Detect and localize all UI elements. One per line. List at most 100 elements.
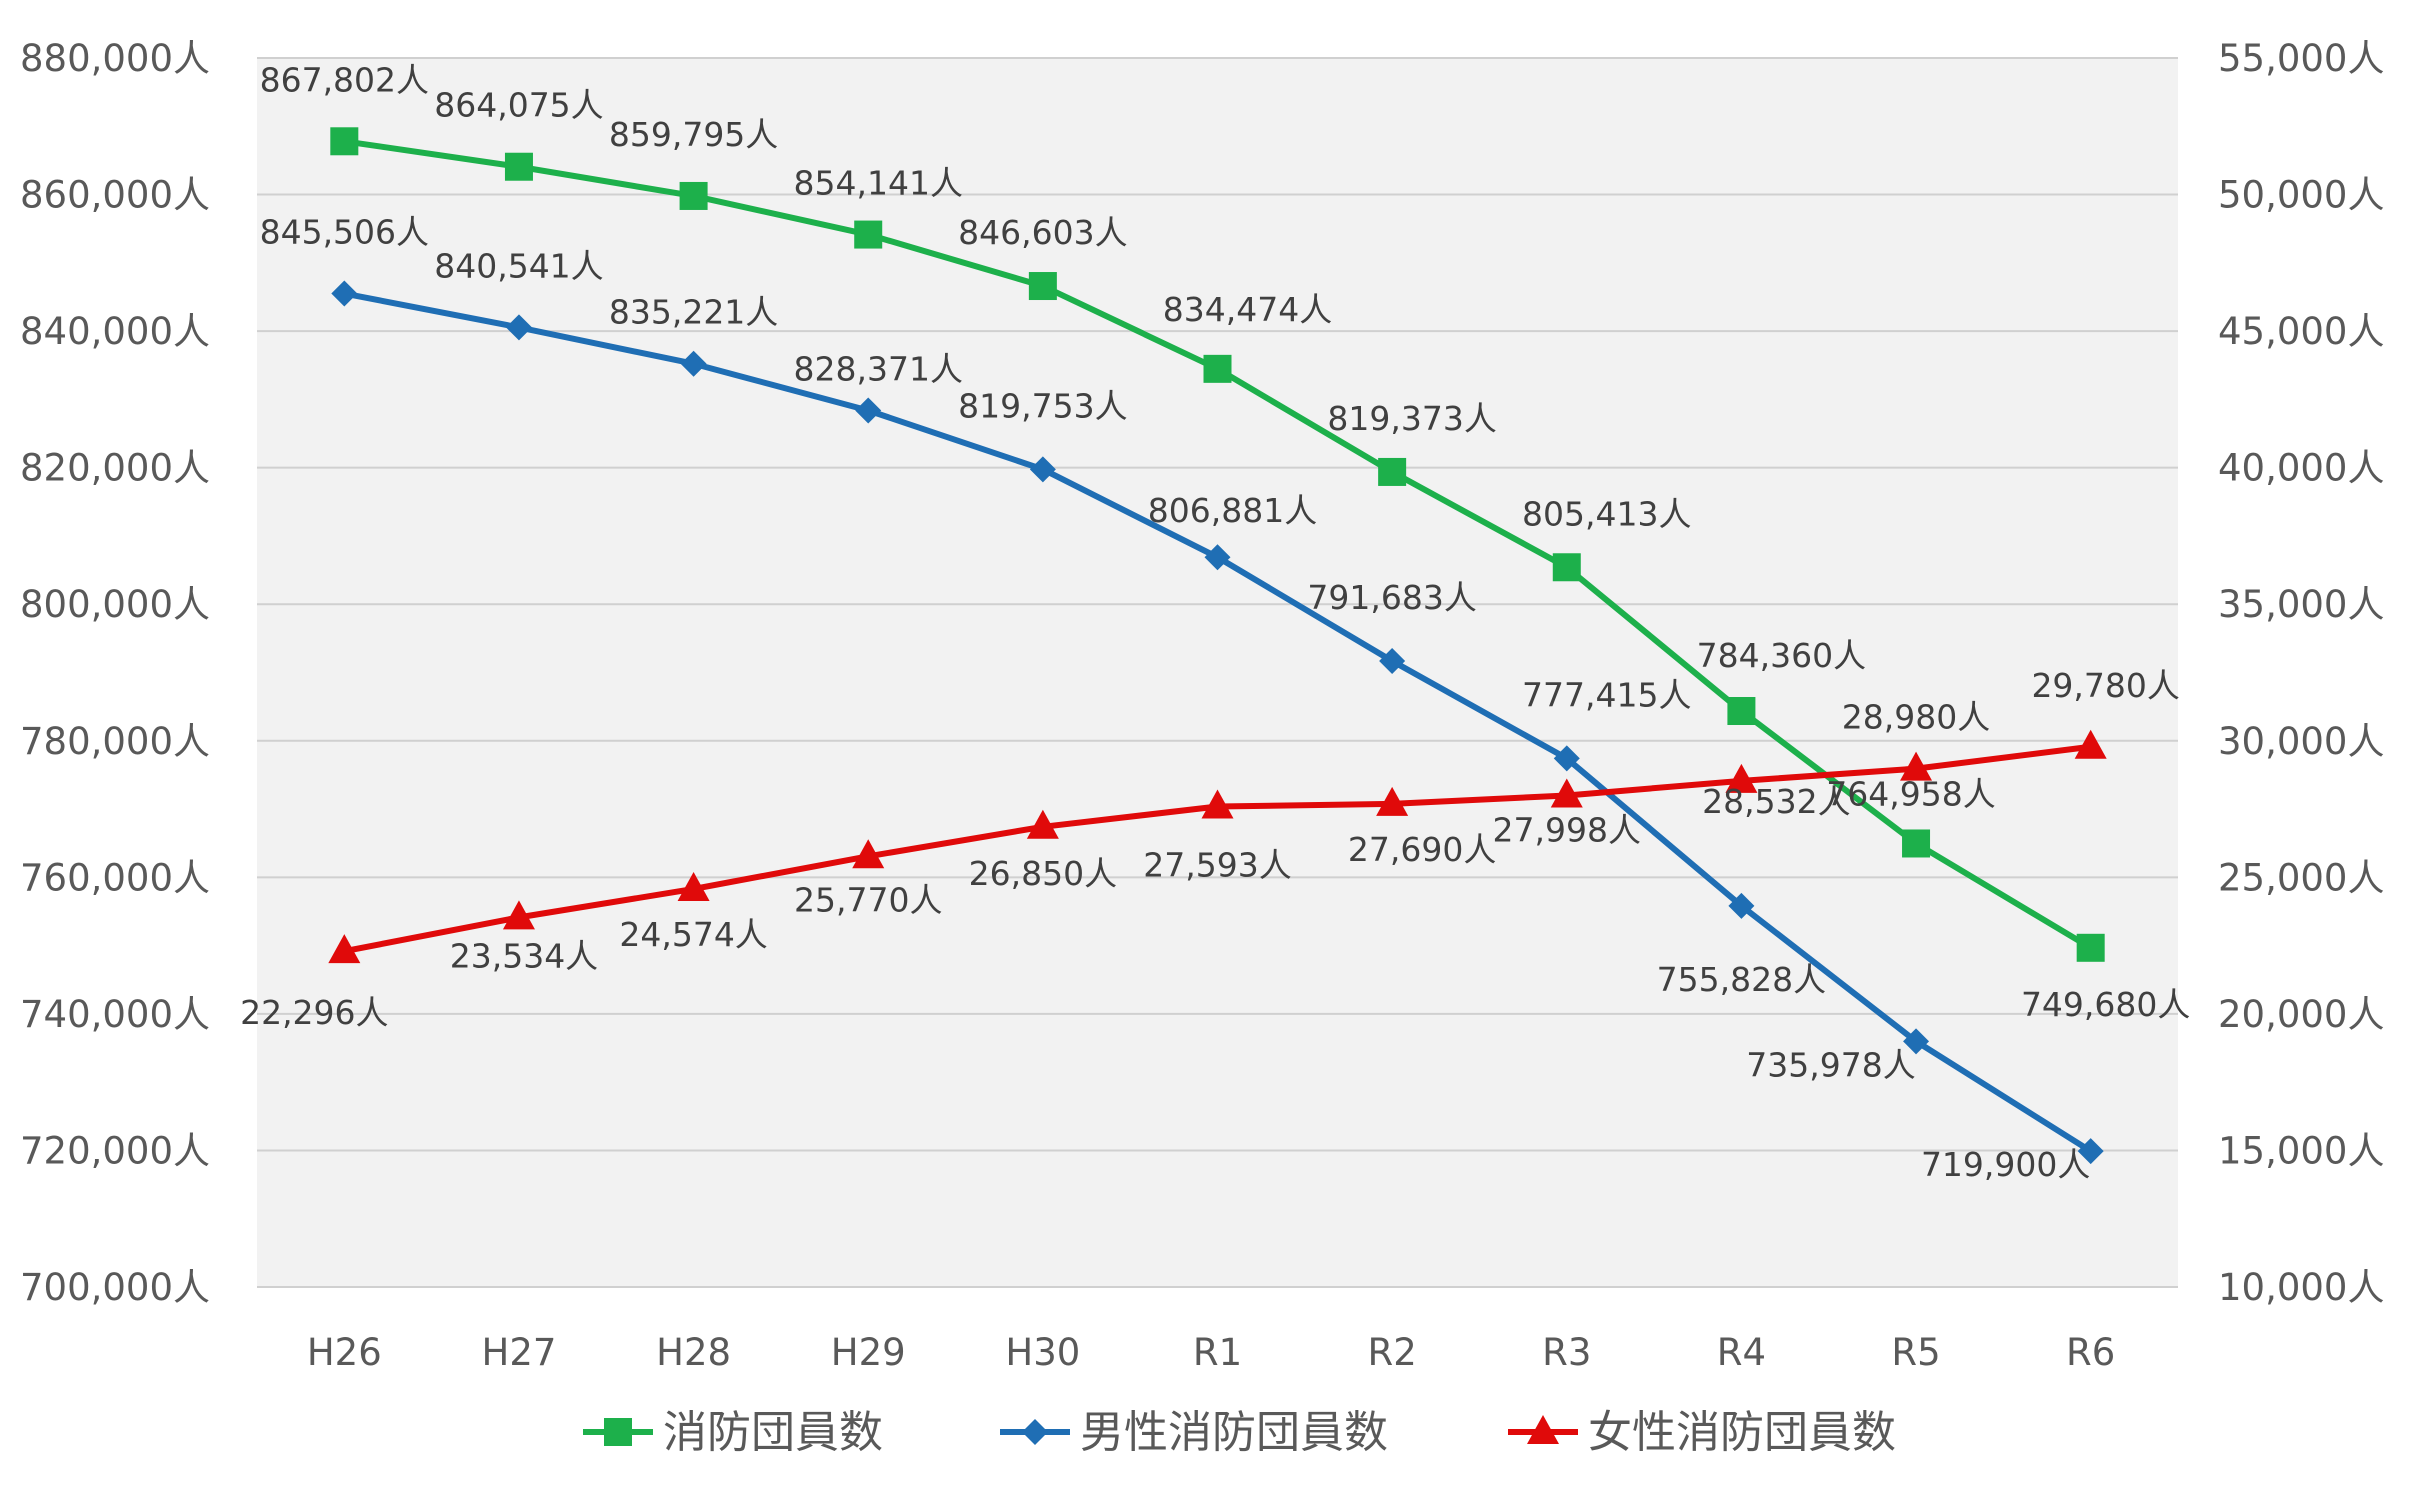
- data-point-female: [328, 934, 361, 964]
- data-label-male: 835,221人: [609, 293, 778, 332]
- x-tick-label: R4: [1717, 1331, 1766, 1374]
- data-point-total: [1378, 457, 1407, 486]
- data-label-female: 27,998人: [1493, 810, 1641, 849]
- x-tick-label: R2: [1368, 1331, 1417, 1374]
- y-left-tick-label: 720,000人: [20, 1129, 210, 1172]
- data-point-female: [502, 900, 535, 930]
- data-label-female: 27,690人: [1348, 830, 1496, 869]
- data-label-total: 819,373人: [1327, 399, 1496, 438]
- legend-label-female: 女性消防団員数: [1588, 1407, 1896, 1458]
- data-point-male: [1204, 544, 1231, 571]
- data-label-total: 749,680人: [2021, 985, 2190, 1024]
- data-label-total: 867,802人: [260, 60, 429, 99]
- data-point-female: [1900, 751, 1933, 781]
- data-label-total: 864,075人: [434, 86, 603, 125]
- y-left-tick-label: 840,000人: [20, 310, 210, 353]
- x-tick-label: R6: [2066, 1331, 2115, 1374]
- y-right-tick-label: 20,000人: [2218, 993, 2384, 1036]
- data-point-male: [1379, 648, 1406, 675]
- data-label-female: 23,534人: [450, 936, 598, 975]
- legend-marker-total: [604, 1418, 632, 1446]
- x-tick-label: H29: [831, 1331, 906, 1374]
- data-point-total: [330, 127, 359, 156]
- data-label-total: 784,360人: [1697, 636, 1866, 675]
- y-right-tick-label: 55,000人: [2218, 37, 2384, 80]
- x-tick-label: H27: [482, 1331, 557, 1374]
- data-label-male: 845,506人: [260, 213, 429, 252]
- legend-marker-male: [1022, 1419, 1048, 1445]
- data-point-total: [854, 220, 883, 249]
- x-tick-label: R3: [1542, 1331, 1591, 1374]
- data-point-female: [2074, 729, 2107, 759]
- data-label-total: 859,795人: [609, 115, 778, 154]
- data-point-male: [331, 280, 358, 307]
- data-point-total: [679, 181, 708, 210]
- data-label-female: 25,770人: [794, 880, 942, 919]
- data-label-male: 755,828人: [1657, 960, 1826, 999]
- legend-marker-female: [1527, 1415, 1559, 1444]
- data-point-female: [677, 871, 710, 901]
- y-left-tick-label: 700,000人: [20, 1266, 210, 1309]
- x-tick-label: R1: [1193, 1331, 1242, 1374]
- data-label-male: 719,900人: [1921, 1145, 2090, 1184]
- data-point-total: [1727, 697, 1756, 726]
- x-tick-label: R5: [1891, 1331, 1940, 1374]
- data-point-female: [852, 839, 885, 869]
- data-label-male: 791,683人: [1307, 578, 1476, 617]
- y-left-tick-label: 800,000人: [20, 583, 210, 626]
- y-right-tick-label: 35,000人: [2218, 583, 2384, 626]
- data-label-male: 828,371人: [793, 350, 962, 389]
- y-left-tick-label: 860,000人: [20, 174, 210, 217]
- data-label-female: 24,574人: [619, 915, 767, 954]
- data-label-total: 764,958人: [1826, 774, 1995, 813]
- data-label-female: 28,980人: [1842, 698, 1990, 737]
- data-point-male: [2077, 1138, 2104, 1165]
- data-point-total: [1203, 354, 1232, 383]
- plot-area: [257, 58, 2178, 1287]
- data-label-female: 22,296人: [240, 993, 388, 1032]
- x-tick-label: H28: [656, 1331, 731, 1374]
- y-right-tick-label: 45,000人: [2218, 310, 2384, 353]
- data-point-total: [504, 152, 533, 181]
- data-point-female: [1201, 789, 1234, 819]
- y-left-tick-label: 820,000人: [20, 447, 210, 490]
- data-point-female: [1026, 809, 1059, 839]
- y-right-tick-label: 40,000人: [2218, 447, 2384, 490]
- data-point-total: [2076, 933, 2105, 962]
- x-tick-label: H30: [1005, 1331, 1080, 1374]
- data-label-female: 28,532人: [1702, 782, 1850, 821]
- data-point-female: [1376, 786, 1409, 816]
- data-label-total: 805,413人: [1522, 494, 1691, 533]
- data-label-total: 846,603人: [958, 213, 1127, 252]
- legend-label-total: 消防団員数: [663, 1407, 883, 1458]
- y-right-tick-label: 50,000人: [2218, 174, 2384, 217]
- data-point-male: [1728, 892, 1755, 919]
- y-right-tick-label: 30,000人: [2218, 720, 2384, 763]
- data-point-total: [1028, 272, 1057, 301]
- data-label-male: 819,753人: [958, 386, 1127, 425]
- data-label-female: 29,780人: [2031, 666, 2179, 705]
- data-point-total: [1552, 553, 1581, 582]
- data-point-female: [1550, 778, 1583, 808]
- data-label-male: 806,881人: [1148, 491, 1317, 530]
- data-point-male: [1029, 456, 1056, 483]
- data-label-female: 27,593人: [1143, 846, 1291, 885]
- data-label-female: 26,850人: [969, 854, 1117, 893]
- data-label-male: 840,541人: [434, 246, 603, 285]
- data-point-male: [1553, 745, 1580, 772]
- data-point-male: [505, 314, 532, 341]
- y-left-tick-label: 740,000人: [20, 993, 210, 1036]
- y-left-tick-label: 760,000人: [20, 856, 210, 899]
- data-point-male: [680, 350, 707, 377]
- data-label-total: 854,141人: [793, 164, 962, 203]
- data-label-male: 735,978人: [1746, 1045, 1915, 1084]
- data-point-male: [855, 397, 882, 424]
- y-right-tick-label: 25,000人: [2218, 856, 2384, 899]
- y-right-tick-label: 10,000人: [2218, 1266, 2384, 1309]
- data-point-female: [1725, 763, 1758, 793]
- data-point-male: [1903, 1028, 1930, 1055]
- data-label-total: 834,474人: [1163, 290, 1332, 329]
- y-left-tick-label: 880,000人: [20, 37, 210, 80]
